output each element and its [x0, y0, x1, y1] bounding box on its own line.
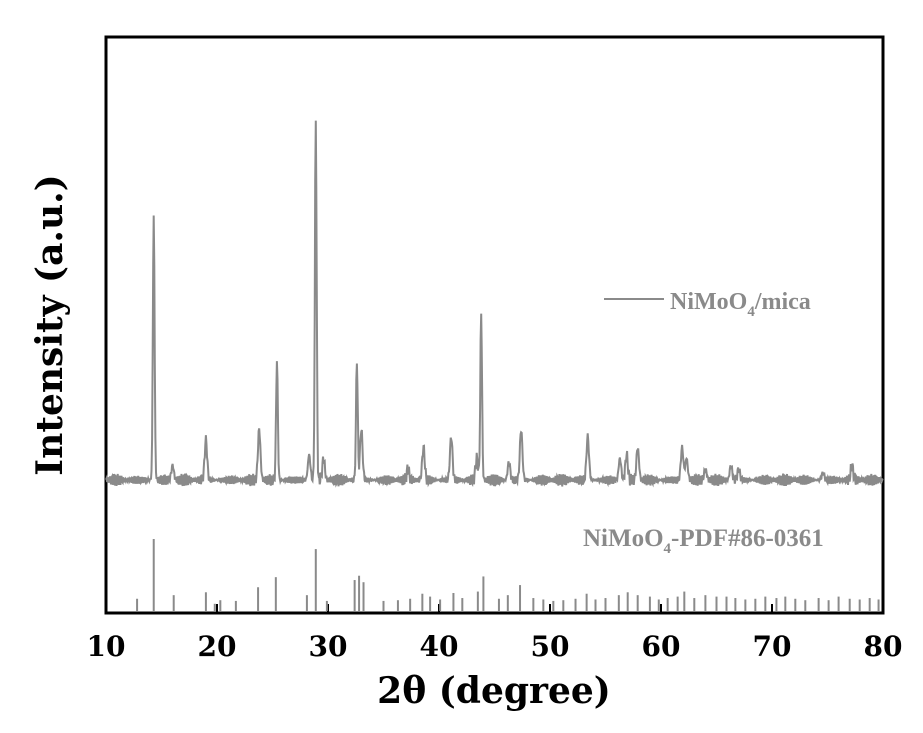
x-tick-label: 70 [753, 630, 792, 663]
legend-label: NiMoO4/mica [670, 289, 811, 320]
reference-label: NiMoO4-PDF#86-0361 [583, 525, 824, 557]
x-axis-title: 2θ (degree) [377, 670, 611, 712]
x-tick-label: 10 [87, 630, 126, 663]
x-axis-tick-labels: 10 20 30 40 50 60 70 80 [87, 630, 903, 663]
x-tick-label: 60 [642, 630, 681, 663]
x-tick-label: 50 [531, 630, 570, 663]
x-tick-label: 30 [309, 630, 348, 663]
x-tick-label: 40 [420, 630, 459, 663]
reference-sticks [136, 539, 880, 611]
series-trace-nimoo4-mica [105, 120, 884, 488]
plot-frame [104, 35, 885, 615]
y-axis-title: Intensity (a.u.) [29, 174, 71, 475]
x-axis-ticks [105, 604, 884, 613]
x-tick-label: 20 [198, 630, 237, 663]
x-tick-label: 80 [864, 630, 903, 663]
